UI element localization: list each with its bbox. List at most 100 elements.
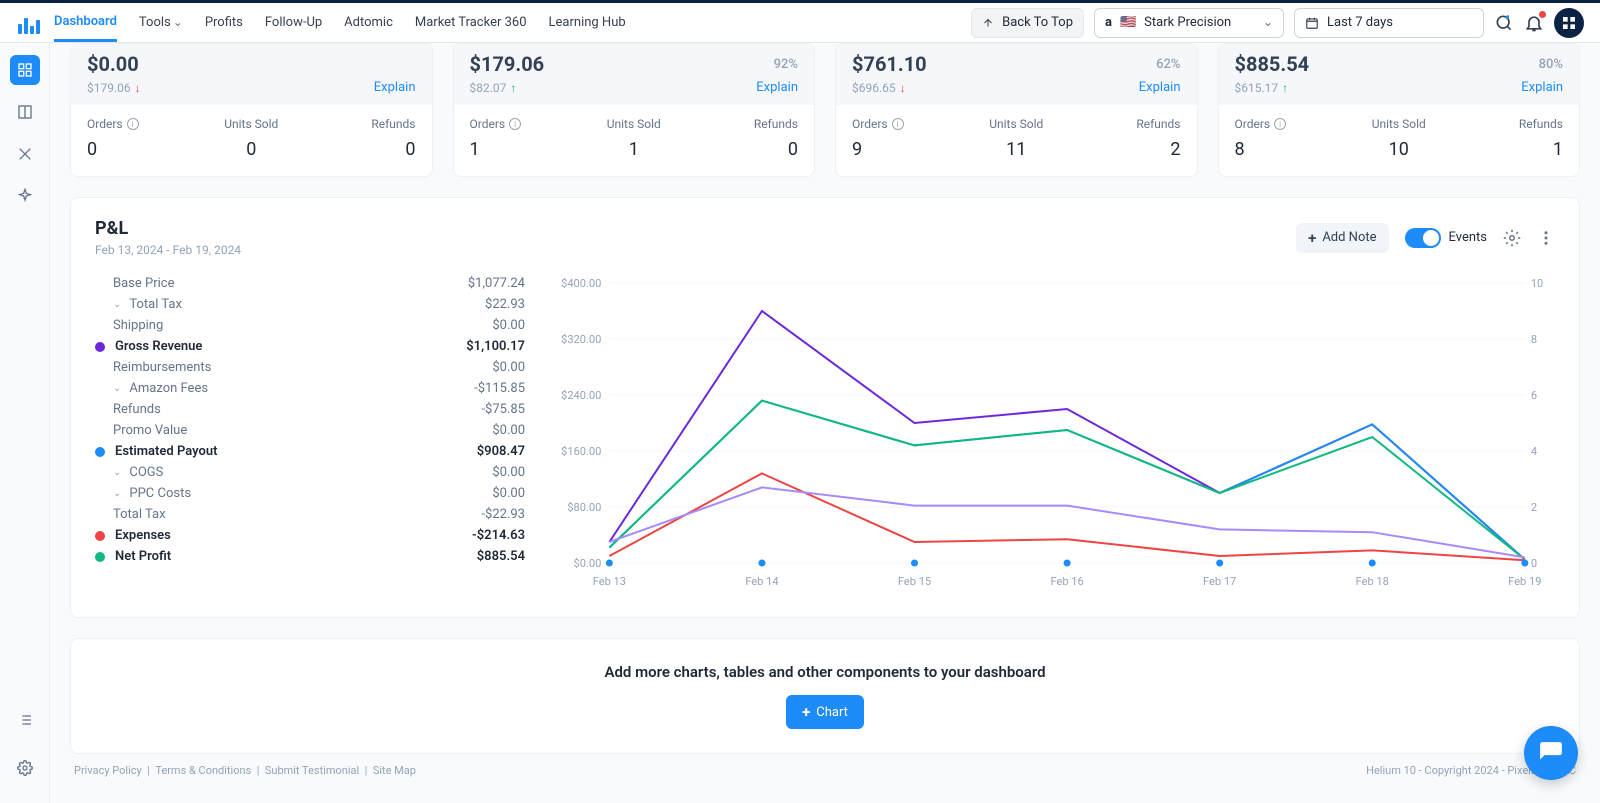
units-value: 1 [579, 139, 689, 160]
nav-tools[interactable]: Tools [139, 5, 183, 40]
nav-learning-hub[interactable]: Learning Hub [549, 5, 626, 40]
footer-link[interactable]: Privacy Policy [74, 764, 142, 777]
card-pct: 92% [774, 57, 798, 72]
nav-profits[interactable]: Profits [205, 5, 243, 40]
svg-text:4: 4 [1531, 445, 1537, 458]
user-avatar[interactable] [1554, 8, 1584, 38]
nav-adtomic[interactable]: Adtomic [344, 5, 393, 40]
sidebar-ai[interactable] [10, 181, 40, 211]
back-to-top-button[interactable]: Back To Top [971, 8, 1084, 38]
footer-link[interactable]: Site Map [373, 764, 416, 777]
nav-follow-up[interactable]: Follow-Up [265, 5, 322, 40]
svg-text:0: 0 [1531, 557, 1537, 570]
refunds-value: 0 [689, 139, 799, 160]
add-note-button[interactable]: + Add Note [1296, 223, 1388, 253]
units-label: Units Sold [962, 117, 1072, 131]
gear-icon[interactable] [1503, 229, 1521, 247]
pl-row[interactable]: ⌄COGS$0.00 [95, 462, 525, 483]
amazon-icon: a [1105, 15, 1112, 30]
pl-row-label: Total Tax [129, 297, 182, 312]
svg-text:$320.00: $320.00 [561, 333, 601, 346]
footer-link[interactable]: Submit Testimonial [265, 764, 359, 777]
explain-link[interactable]: Explain [1521, 80, 1563, 95]
pl-actions: + Add Note Events [1296, 223, 1555, 253]
svg-text:Feb 17: Feb 17 [1203, 575, 1236, 588]
nav-dashboard[interactable]: Dashboard [54, 4, 117, 42]
pl-chart: $0.00$80.00$160.00$240.00$320.00$400.000… [549, 273, 1555, 597]
notifications-button[interactable] [1524, 13, 1544, 33]
svg-text:2: 2 [1531, 501, 1537, 514]
date-range-label: Last 7 days [1327, 15, 1393, 30]
pl-row-label: Gross Revenue [115, 339, 202, 354]
svg-text:Feb 13: Feb 13 [593, 575, 626, 588]
svg-text:10: 10 [1531, 277, 1543, 290]
pl-row-label: Refunds [113, 402, 161, 417]
notification-dot [1539, 11, 1546, 18]
svg-text:$400.00: $400.00 [561, 277, 601, 290]
events-toggle[interactable] [1405, 228, 1441, 248]
pl-row: Gross Revenue$1,100.17 [95, 336, 525, 357]
refresh-icon[interactable] [1494, 13, 1514, 33]
pl-row-label: Net Profit [115, 549, 171, 564]
pl-row: Refunds-$75.85 [95, 399, 525, 420]
sidebar-layout[interactable] [10, 97, 40, 127]
card-value: $179.06 [470, 52, 545, 76]
date-range-selector[interactable]: Last 7 days [1294, 8, 1484, 38]
sidebar-settings[interactable] [10, 753, 40, 783]
pl-panel: P&L Feb 13, 2024 - Feb 19, 2024 + Add No… [70, 197, 1580, 618]
pl-row-value: $22.93 [485, 297, 525, 312]
footer: Privacy Policy | Terms & Conditions | Su… [70, 754, 1580, 781]
chat-fab[interactable] [1524, 726, 1578, 780]
svg-text:$0.00: $0.00 [574, 557, 602, 570]
info-icon[interactable]: i [1274, 118, 1286, 130]
account-selector[interactable]: a 🇺🇸 Stark Precision [1094, 8, 1284, 38]
more-icon[interactable] [1537, 229, 1555, 247]
card-subvalue: $179.06 ↓ [87, 81, 141, 95]
main-content: $0.00 $179.06 ↓ Explain Orders i 0 Units … [50, 43, 1600, 803]
footer-link[interactable]: Terms & Conditions [155, 764, 251, 777]
orders-label: Orders i [470, 117, 580, 131]
summary-card-1: $179.0692% $82.07 ↑ Explain Orders i1 Un… [453, 43, 816, 177]
summary-card-2: $761.1062% $696.65 ↓ Explain Orders i9 U… [835, 43, 1198, 177]
info-icon[interactable]: i [509, 118, 521, 130]
pl-row[interactable]: ⌄Amazon Fees-$115.85 [95, 378, 525, 399]
svg-text:$80.00: $80.00 [567, 501, 601, 514]
sidebar-list[interactable] [10, 705, 40, 735]
refunds-value: 1 [1454, 139, 1564, 160]
pl-row: Total Tax-$22.93 [95, 504, 525, 525]
orders-value: 0 [87, 139, 197, 160]
card-value: $761.10 [852, 52, 927, 76]
svg-text:Feb 15: Feb 15 [898, 575, 931, 588]
refunds-label: Refunds [306, 117, 416, 131]
svg-text:$160.00: $160.00 [561, 445, 601, 458]
add-chart-button[interactable]: + Chart [786, 695, 864, 729]
pl-row[interactable]: ⌄Total Tax$22.93 [95, 294, 525, 315]
card-value: $885.54 [1235, 52, 1310, 76]
footer-links: Privacy Policy | Terms & Conditions | Su… [74, 764, 416, 777]
pl-row: Net Profit$885.54 [95, 546, 525, 567]
info-icon[interactable]: i [892, 118, 904, 130]
nav-market-tracker-360[interactable]: Market Tracker 360 [415, 5, 527, 40]
orders-value: 8 [1235, 139, 1345, 160]
plus-icon: + [802, 703, 810, 721]
list-icon [17, 712, 33, 728]
pl-row-value: $0.00 [492, 465, 525, 480]
pl-row-label: PPC Costs [129, 486, 191, 501]
gear-icon [17, 760, 33, 776]
pl-row[interactable]: ⌄PPC Costs$0.00 [95, 483, 525, 504]
explain-link[interactable]: Explain [374, 80, 416, 95]
sidebar-tools[interactable] [10, 139, 40, 169]
pl-row: Estimated Payout$908.47 [95, 441, 525, 462]
grid-icon [1561, 15, 1577, 31]
refunds-label: Refunds [1071, 117, 1181, 131]
svg-text:8: 8 [1531, 333, 1537, 346]
info-icon[interactable]: i [127, 118, 139, 130]
explain-link[interactable]: Explain [1139, 80, 1181, 95]
refunds-value: 2 [1071, 139, 1181, 160]
explain-link[interactable]: Explain [756, 80, 798, 95]
add-components-panel: Add more charts, tables and other compon… [70, 638, 1580, 754]
brand-logo[interactable] [18, 12, 40, 34]
sidebar-dashboard[interactable] [10, 55, 40, 85]
pl-row-label: Promo Value [113, 423, 187, 438]
card-value: $0.00 [87, 52, 139, 76]
